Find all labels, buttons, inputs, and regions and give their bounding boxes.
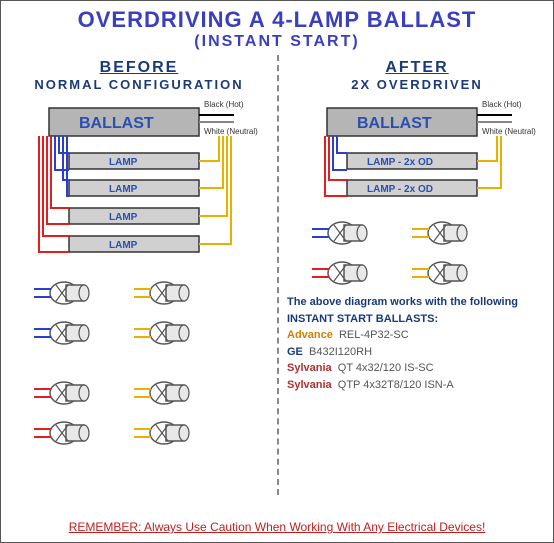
columns: BEFORE NORMAL CONFIGURATION BALLAST Black… xyxy=(1,55,553,495)
after-column: AFTER 2X OVERDRIVEN BALLAST Black (Hot) Wh… xyxy=(279,55,554,495)
svg-text:LAMP: LAMP xyxy=(109,157,138,168)
svg-text:Black (Hot): Black (Hot) xyxy=(204,100,244,109)
after-diagram: BALLAST Black (Hot) White (Neutral) LAMP - … xyxy=(287,98,547,288)
info-row: Advance REL-4P32-SC xyxy=(287,327,547,344)
footer-warning: REMEMBER: Always Use Caution When Workin… xyxy=(1,520,553,534)
info-header: The above diagram works with the followi… xyxy=(287,294,547,327)
svg-text:BALLAST: BALLAST xyxy=(357,115,432,132)
after-title: AFTER xyxy=(287,59,547,77)
info-block: The above diagram works with the followi… xyxy=(287,294,547,393)
svg-text:LAMP - 2x OD: LAMP - 2x OD xyxy=(367,184,433,195)
svg-text:LAMP: LAMP xyxy=(109,184,138,195)
svg-text:White (Neutral): White (Neutral) xyxy=(482,127,536,136)
svg-text:BALLAST: BALLAST xyxy=(79,115,154,132)
main-title: OVERDRIVING A 4-LAMP BALLAST xyxy=(1,1,553,33)
info-row: GE B432I120RH xyxy=(287,344,547,361)
svg-text:White (Neutral): White (Neutral) xyxy=(204,127,258,136)
svg-text:LAMP - 2x OD: LAMP - 2x OD xyxy=(367,157,433,168)
info-row: Sylvania QT 4x32/120 IS-SC xyxy=(287,360,547,377)
info-row: Sylvania QTP 4x32T8/120 ISN-A xyxy=(287,377,547,394)
before-column: BEFORE NORMAL CONFIGURATION BALLAST Black… xyxy=(1,55,277,495)
svg-text:LAMP: LAMP xyxy=(109,212,138,223)
svg-text:LAMP: LAMP xyxy=(109,240,138,251)
before-sub: NORMAL CONFIGURATION xyxy=(9,77,269,92)
after-sub: 2X OVERDRIVEN xyxy=(287,77,547,92)
subtitle: (INSTANT START) xyxy=(1,33,553,51)
before-diagram: BALLAST Black (Hot) White (Neutral) LAMP LAM… xyxy=(9,98,269,478)
svg-text:Black (Hot): Black (Hot) xyxy=(482,100,522,109)
before-title: BEFORE xyxy=(9,59,269,77)
